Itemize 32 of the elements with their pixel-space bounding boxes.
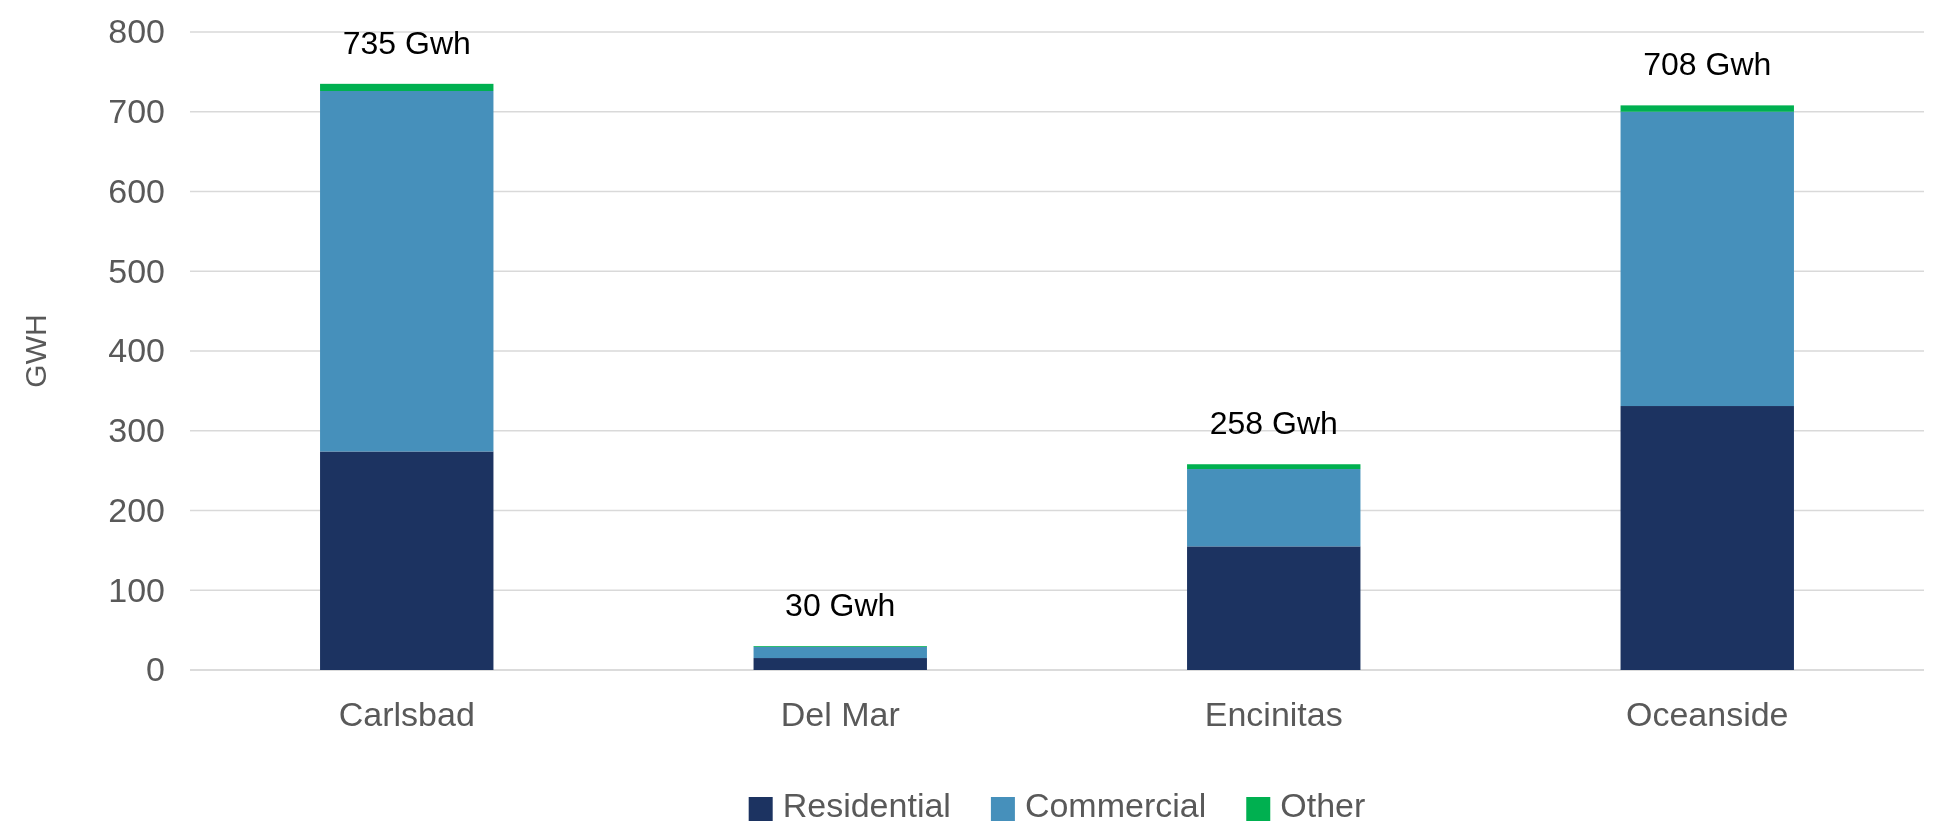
bar [1620, 111, 1794, 407]
x-tick-label: Del Mar [780, 694, 900, 733]
bar [320, 83, 494, 92]
y-tick-label: 500 [108, 251, 165, 290]
bar [1620, 105, 1794, 112]
y-tick-label: 700 [108, 92, 165, 131]
y-tick-label: 100 [108, 570, 165, 609]
bar [1187, 464, 1361, 470]
x-tick-label: Oceanside [1625, 694, 1789, 733]
x-tick-label: Encinitas [1204, 694, 1343, 733]
bar [1187, 469, 1361, 547]
bar [1620, 406, 1794, 670]
bar [753, 646, 927, 659]
bar [1187, 546, 1361, 670]
y-tick-label: 0 [146, 650, 165, 689]
bar [320, 451, 494, 670]
legend-label: Commercial [1024, 786, 1207, 824]
bar [753, 658, 927, 670]
y-tick-label: 800 [108, 12, 165, 51]
y-tick-label: 300 [108, 411, 165, 450]
total-label: 258 Gwh [1209, 405, 1338, 442]
y-axis-title: GWH [19, 314, 52, 388]
total-label: 30 Gwh [785, 587, 896, 624]
y-tick-label: 200 [108, 490, 165, 529]
total-label: 735 Gwh [342, 24, 471, 61]
y-tick-label: 400 [108, 331, 165, 370]
total-label: 708 Gwh [1643, 46, 1772, 83]
y-tick-label: 600 [108, 171, 165, 210]
x-tick-label: Carlsbad [338, 694, 475, 733]
legend-label: Other [1280, 786, 1366, 824]
legend-label: Residential [782, 786, 951, 824]
bar [320, 91, 494, 452]
